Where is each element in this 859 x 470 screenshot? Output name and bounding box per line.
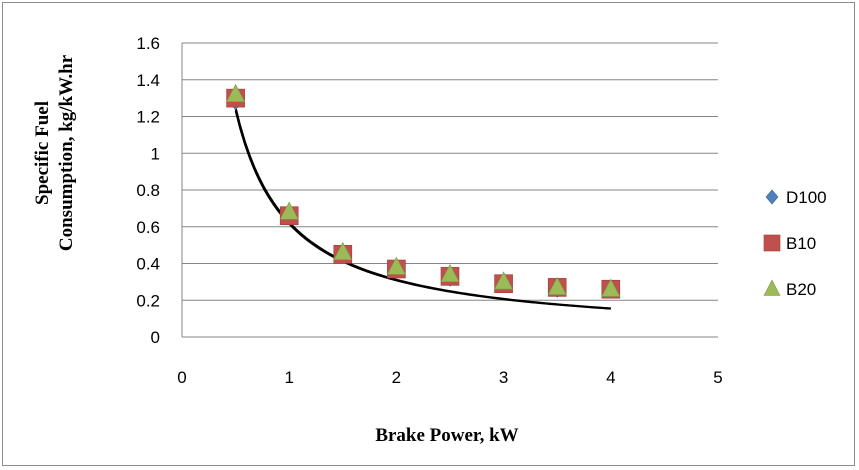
x-tick-label: 0 (177, 368, 186, 387)
y-axis-title-line-2: Consumption, kg/kW.hr (56, 54, 77, 251)
x-tick-label: 3 (499, 368, 508, 387)
legend-marker-b20 (763, 279, 781, 296)
y-tick-label: 1.2 (136, 108, 160, 127)
y-tick-label: 0.6 (136, 218, 160, 237)
legend-marker-d100 (765, 189, 779, 205)
x-tick-label: 5 (713, 368, 722, 387)
data-point-b20 (333, 241, 353, 260)
trendline-curve (234, 107, 611, 310)
data-point-b20 (440, 263, 460, 283)
data-point-b20 (547, 276, 567, 295)
legend-label-d100: D100 (786, 188, 827, 207)
data-points (226, 83, 621, 299)
legend-label-b20: B20 (786, 280, 816, 299)
y-tick-label: 0.8 (136, 181, 160, 200)
trendlines (234, 107, 611, 310)
data-point-b20 (386, 256, 406, 275)
data-point-b20 (601, 278, 621, 297)
y-axis-title: Specific Fuel Consumption, kg/kW.hr (32, 54, 77, 251)
gridlines (181, 42, 718, 338)
y-tick-label: 0.4 (136, 255, 160, 274)
x-tick-label: 4 (606, 368, 615, 387)
data-point-b20 (494, 271, 514, 290)
legend-label-b10: B10 (786, 234, 816, 253)
data-point-b20 (226, 83, 246, 102)
y-tick-label: 0 (151, 328, 160, 347)
x-axis-title: Brake Power, kW (375, 425, 518, 446)
x-tick-label: 1 (284, 368, 293, 387)
y-tick-label: 1 (151, 144, 160, 163)
x-tick-label: 2 (392, 368, 401, 387)
legend: D100 B10 B20 (763, 188, 827, 299)
y-tick-labels: 0 0.2 0.4 0.6 0.8 1 1.2 1.4 1.6 (136, 34, 160, 347)
y-tick-label: 1.6 (136, 34, 160, 53)
legend-marker-b10 (763, 234, 781, 252)
y-tick-label: 1.4 (136, 71, 160, 90)
data-point-b20 (279, 201, 299, 220)
y-tick-label: 0.2 (136, 291, 160, 310)
y-axis-title-line-1: Specific Fuel (32, 101, 53, 205)
x-tick-labels: 0 1 2 3 4 5 (177, 368, 722, 387)
